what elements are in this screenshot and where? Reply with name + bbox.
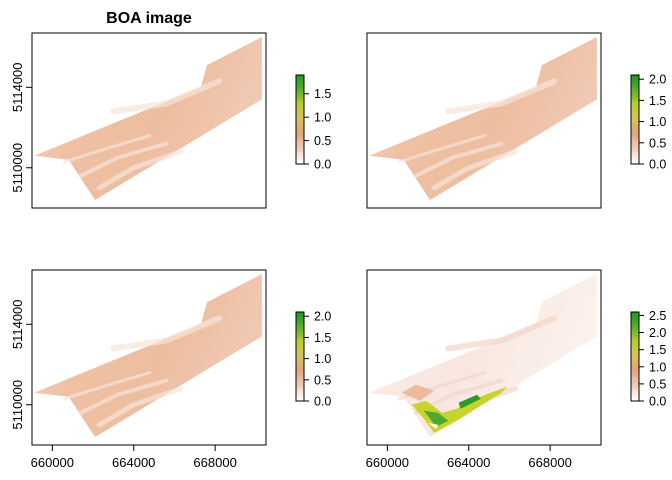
panel-2: 0.0 0.5 1.0 1.5 2.0 (366, 32, 666, 209)
legend-frame (630, 311, 640, 402)
raster-streak (78, 141, 169, 178)
legend: 0.0 0.5 1.0 1.5 2.0 2.5 (630, 309, 666, 409)
plot-frame (31, 269, 267, 446)
legend-tick-label: 0.5 (314, 373, 331, 387)
legend-tick-label: 1.0 (314, 111, 331, 125)
legend-tick-label: 1.5 (314, 331, 331, 345)
raster-gap (428, 422, 439, 429)
raster-streak (110, 315, 223, 352)
raster-orange-patch (401, 384, 435, 401)
panel-4: 660000 664000 668000 0.0 0.5 1.0 1.5 2.0 2.5 (366, 269, 666, 470)
figure-title: BOA image (106, 10, 192, 27)
x-tick-label: 668000 (528, 455, 571, 470)
legend: 0.0 0.5 1.0 1.5 2.0 (630, 73, 666, 172)
legend-tick-label: 0.0 (314, 395, 331, 409)
raster-image (369, 37, 597, 200)
legend-tick-label: 2.0 (649, 326, 666, 340)
raster-image (369, 274, 597, 437)
raster-streak (413, 141, 504, 178)
plot-frame (366, 269, 602, 446)
legend: 0.0 0.5 1.0 1.5 (295, 74, 331, 172)
x-tick-label: 660000 (31, 455, 74, 470)
legend: 0.0 0.5 1.0 1.5 2.0 (295, 310, 331, 409)
legend-gradient (296, 312, 304, 401)
legend-tick-label: 0.0 (649, 158, 666, 172)
panels: 5110000 5114000 0.0 0.5 1.0 1.5 0.0 0.5 1.0 1.5 2.… (10, 32, 666, 470)
legend-tick-label: 1.5 (314, 87, 331, 101)
raster-extent (34, 274, 262, 437)
legend-tick-label: 0.5 (314, 134, 331, 148)
legend-gradient (631, 312, 639, 401)
legend-gradient (296, 75, 304, 164)
legend-tick-label: 0.5 (649, 377, 666, 391)
raster-image (34, 37, 262, 200)
raster-streak (63, 134, 152, 164)
legend-tick-label: 1.0 (649, 360, 666, 374)
legend-tick-label: 2.5 (649, 309, 666, 323)
legend-frame (295, 74, 305, 165)
raster-streak (63, 371, 152, 401)
legend-tick-label: 1.0 (314, 352, 331, 366)
raster-green-core (423, 410, 449, 427)
raster-streak (398, 134, 487, 164)
legend-tick-label: 0.0 (649, 395, 666, 409)
y-tick-label: 5110000 (10, 143, 25, 193)
legend-tick-label: 0.5 (649, 136, 666, 150)
y-tick-label: 5110000 (10, 380, 25, 430)
raster-streak (96, 386, 184, 428)
raster-streak (431, 149, 519, 191)
legend-tick-label: 1.5 (649, 94, 666, 108)
raster-image (34, 274, 262, 437)
x-tick-label: 664000 (447, 455, 490, 470)
y-tick-label: 5114000 (10, 299, 25, 349)
raster-streak (78, 378, 169, 415)
x-tick-label: 660000 (366, 455, 409, 470)
legend-tick-label: 1.5 (649, 343, 666, 357)
panel-1: 5110000 5114000 0.0 0.5 1.0 1.5 (10, 32, 331, 209)
legend-frame (630, 74, 640, 165)
raster-streak (445, 315, 558, 352)
legend-tick-label: 2.0 (649, 73, 666, 87)
raster-streak (110, 78, 223, 115)
raster-extent (369, 37, 597, 200)
raster-extent (34, 37, 262, 200)
x-tick-label: 664000 (112, 455, 155, 470)
legend-tick-label: 1.0 (649, 115, 666, 129)
legend-tick-label: 0.0 (314, 158, 331, 172)
raster-streak (96, 149, 184, 191)
legend-frame (295, 311, 305, 402)
y-tick-label: 5114000 (10, 62, 25, 112)
raster-green-core (458, 394, 481, 409)
plot-frame (31, 32, 267, 209)
legend-tick-label: 2.0 (314, 310, 331, 324)
x-tick-label: 668000 (193, 455, 236, 470)
panel-3: 5110000 5114000 660000 664000 668000 0.0 0.5 1.… (10, 269, 331, 470)
legend-gradient (631, 75, 639, 164)
raster-streak (445, 78, 558, 115)
plot-frame (366, 32, 602, 209)
